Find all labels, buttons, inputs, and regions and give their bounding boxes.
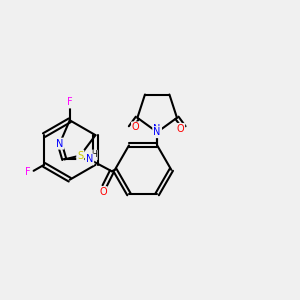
Text: F: F	[26, 167, 31, 177]
Text: N: N	[86, 154, 93, 164]
Text: O: O	[132, 122, 140, 132]
Text: O: O	[99, 187, 107, 197]
Text: N: N	[154, 124, 161, 134]
Text: N: N	[154, 127, 161, 137]
Text: N: N	[56, 139, 63, 148]
Text: S: S	[77, 151, 83, 160]
Text: O: O	[177, 124, 184, 134]
Text: F: F	[67, 98, 73, 107]
Text: H: H	[91, 151, 97, 160]
